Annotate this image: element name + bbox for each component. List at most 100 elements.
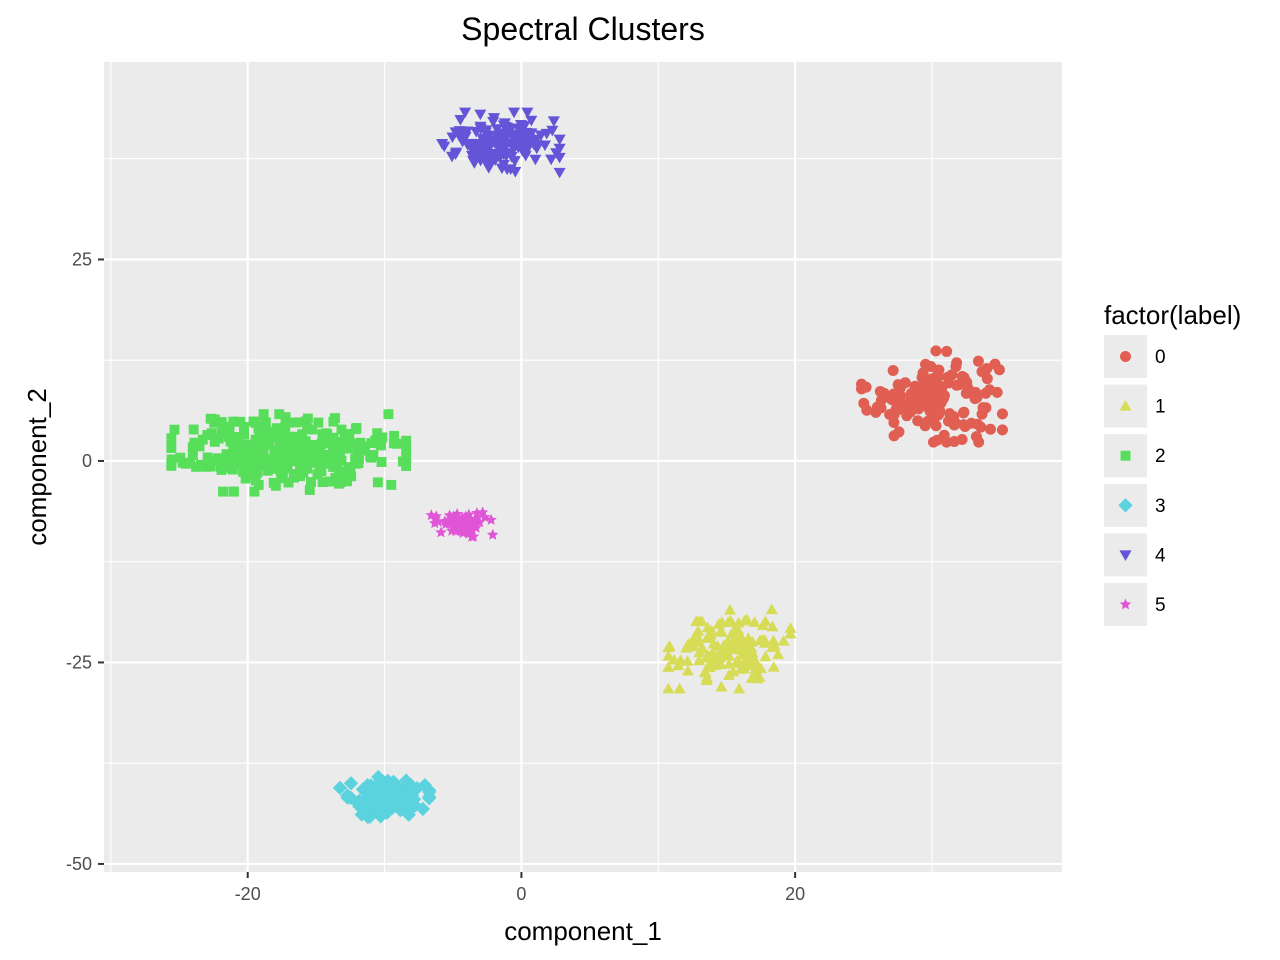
- data-point: [766, 620, 779, 632]
- data-point: [690, 615, 703, 627]
- data-point: [746, 650, 759, 661]
- data-point: [377, 432, 388, 443]
- legend-key-5: [1119, 598, 1132, 610]
- data-point: [429, 517, 441, 529]
- data-point: [899, 399, 911, 411]
- data-point: [268, 454, 279, 465]
- data-point: [269, 444, 280, 455]
- data-point: [463, 508, 475, 520]
- data-point: [687, 640, 700, 652]
- data-point: [187, 450, 198, 460]
- data-point: [166, 454, 177, 465]
- data-point: [777, 635, 790, 646]
- data-point: [275, 466, 286, 477]
- data-point: [724, 614, 737, 626]
- data-point: [756, 634, 769, 646]
- data-point: [166, 433, 177, 444]
- data-point: [935, 387, 947, 399]
- data-point: [340, 788, 355, 803]
- data-point: [482, 163, 495, 174]
- data-point: [953, 379, 965, 391]
- data-point: [299, 441, 310, 452]
- data-point: [383, 409, 394, 420]
- legend-label-5: 5: [1155, 595, 1166, 616]
- legend-key-0: [1120, 351, 1131, 362]
- data-point: [501, 129, 514, 141]
- data-point: [350, 795, 365, 811]
- y-tick-label: 0: [82, 451, 92, 471]
- data-point: [392, 438, 403, 449]
- data-point: [509, 167, 522, 178]
- data-point: [201, 461, 212, 472]
- data-point: [225, 436, 236, 447]
- series-5: [425, 506, 499, 542]
- data-point: [328, 416, 339, 427]
- data-point: [984, 384, 996, 396]
- data-point: [693, 654, 706, 666]
- data-point: [295, 462, 305, 473]
- data-point: [205, 413, 216, 424]
- data-point: [317, 477, 328, 488]
- data-point: [454, 114, 467, 126]
- data-point: [718, 639, 731, 650]
- data-point: [329, 447, 340, 458]
- data-point: [730, 622, 743, 633]
- data-point: [723, 658, 736, 669]
- data-point: [508, 107, 521, 119]
- data-point: [674, 654, 687, 665]
- data-point: [203, 455, 214, 466]
- data-point: [691, 625, 705, 636]
- data-point: [238, 453, 249, 464]
- data-point: [459, 107, 472, 119]
- data-point: [216, 465, 227, 475]
- data-point: [283, 477, 294, 488]
- data-point: [958, 406, 970, 418]
- data-point: [996, 408, 1008, 420]
- data-point: [307, 424, 318, 435]
- data-point: [474, 153, 488, 165]
- data-point: [213, 453, 223, 464]
- data-point: [680, 642, 693, 653]
- data-point: [922, 398, 934, 410]
- data-point: [272, 423, 282, 434]
- data-point: [239, 429, 249, 440]
- data-point: [479, 511, 491, 523]
- data-point: [327, 438, 338, 449]
- data-point: [473, 516, 486, 528]
- data-point: [240, 473, 251, 484]
- data-point: [359, 445, 370, 456]
- data-point: [258, 409, 269, 420]
- data-point: [700, 671, 713, 683]
- data-point: [322, 457, 333, 468]
- data-point: [466, 523, 478, 535]
- data-point: [888, 417, 900, 429]
- data-point: [514, 119, 528, 131]
- data-point: [784, 627, 797, 639]
- data-point: [261, 426, 272, 437]
- data-point: [719, 650, 732, 661]
- data-point: [390, 798, 405, 814]
- data-point: [291, 417, 302, 428]
- data-point: [767, 634, 780, 646]
- data-point: [422, 783, 437, 798]
- data-point: [749, 663, 762, 674]
- data-point: [439, 515, 451, 527]
- data-point: [746, 657, 759, 668]
- data-point: [169, 424, 180, 435]
- data-point: [525, 115, 538, 127]
- data-point: [746, 635, 759, 647]
- data-point: [964, 386, 976, 398]
- data-point: [366, 452, 377, 463]
- data-point: [335, 448, 345, 459]
- data-point: [712, 618, 725, 629]
- data-point: [195, 459, 206, 470]
- data-point: [745, 641, 758, 653]
- data-point: [366, 438, 377, 449]
- data-point: [301, 452, 312, 462]
- data-point: [734, 663, 747, 674]
- data-point: [887, 365, 899, 377]
- data-point: [289, 456, 300, 467]
- x-tick-label: 0: [516, 884, 526, 904]
- data-point: [226, 462, 237, 473]
- data-point: [672, 659, 685, 671]
